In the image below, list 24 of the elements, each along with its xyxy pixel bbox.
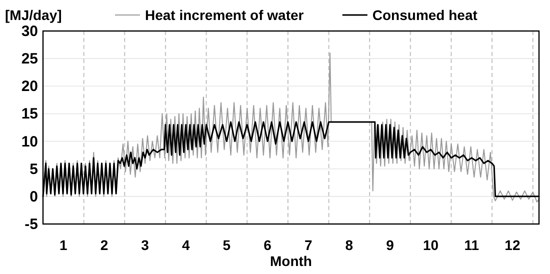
x-tick-label: 8	[345, 237, 354, 253]
x-tick-label: 3	[141, 237, 150, 253]
legend-label: Consumed heat	[372, 7, 478, 23]
legend-label: Heat increment of water	[145, 7, 304, 23]
x-axis-title: Month	[270, 253, 312, 269]
x-tick-label: 9	[386, 237, 394, 253]
x-tick-label: 4	[182, 237, 190, 253]
y-tick-label: 25	[21, 50, 38, 68]
y-tick-label: 20	[21, 78, 38, 96]
y-tick-label: 30	[21, 23, 38, 40]
y-tick-label: 15	[21, 106, 38, 123]
y-tick-label: 5	[30, 160, 38, 178]
x-tick-label: 1	[60, 237, 68, 253]
y-tick-label: -5	[24, 216, 38, 233]
x-tick-label: 12	[504, 237, 520, 253]
y-axis-title: [MJ/day]	[5, 7, 62, 23]
x-tick-label: 10	[423, 237, 439, 253]
x-tick-label: 7	[304, 237, 312, 253]
x-tick-label: 2	[100, 237, 108, 253]
x-tick-label: 11	[464, 237, 480, 253]
y-tick-label: 0	[30, 188, 38, 206]
y-tick-label: 10	[21, 133, 38, 150]
x-tick-label: 5	[222, 237, 231, 253]
x-tick-label: 6	[264, 237, 272, 253]
